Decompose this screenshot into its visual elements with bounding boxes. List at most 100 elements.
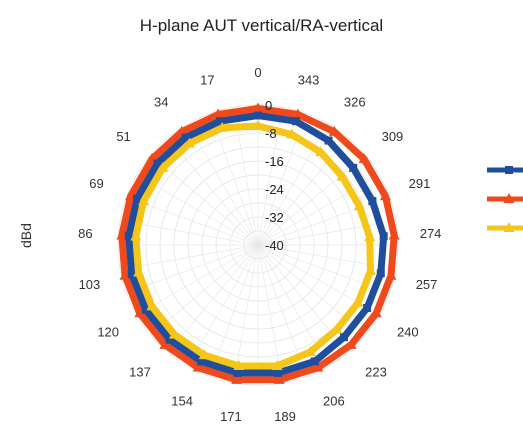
data-point-2 — [138, 195, 150, 206]
data-point-1 — [119, 269, 131, 280]
data-point-2 — [133, 266, 145, 277]
radial-tick-label: -40 — [265, 238, 284, 253]
angle-tick-label: 51 — [116, 129, 130, 144]
data-point-2 — [365, 264, 377, 275]
data-point-2 — [352, 296, 364, 307]
angle-tick-label: 103 — [79, 277, 101, 292]
data-point-2 — [331, 323, 343, 334]
radial-tick-label: -32 — [265, 210, 284, 225]
grid-spoke — [136, 174, 259, 246]
angle-tick-label: 171 — [220, 409, 242, 424]
radial-tick-label: -16 — [265, 154, 284, 169]
data-point-1 — [212, 108, 224, 119]
grid-spoke — [209, 113, 259, 246]
grid-spoke — [120, 220, 259, 246]
data-point-0 — [363, 304, 372, 312]
legend-marker-2 — [503, 222, 515, 232]
data-point-1 — [273, 373, 285, 384]
grid-spoke — [120, 244, 259, 270]
angle-tick-label: 17 — [200, 73, 214, 88]
data-point-2 — [130, 230, 142, 241]
data-point-2 — [216, 121, 228, 132]
data-point-2 — [157, 161, 169, 172]
data-point-2 — [271, 359, 283, 370]
data-point-1 — [176, 125, 188, 136]
grid-spoke — [257, 220, 396, 246]
angle-tick-label: 240 — [397, 325, 419, 340]
data-point-1 — [345, 338, 357, 349]
data-point-0 — [233, 368, 242, 377]
angle-tick-label: 0 — [254, 65, 261, 80]
data-point-0 — [291, 117, 300, 126]
grid-spoke — [126, 244, 259, 294]
data-point-0 — [379, 232, 388, 241]
angle-tick-label: 206 — [323, 393, 345, 408]
data-point-1 — [385, 269, 397, 280]
data-point-1 — [328, 125, 340, 136]
data-point-1 — [134, 307, 146, 318]
data-point-1 — [116, 229, 128, 240]
data-point-0 — [310, 357, 319, 366]
data-point-0 — [141, 305, 150, 314]
angle-tick-label: 189 — [274, 409, 296, 424]
data-point-2 — [353, 200, 365, 211]
angle-tick-label: 86 — [78, 226, 92, 241]
angle-tick-label: 274 — [420, 226, 442, 241]
angle-tick-label: 257 — [416, 277, 438, 292]
grid-spoke — [167, 137, 259, 246]
angle-tick-label: 120 — [97, 325, 119, 340]
grid-spoke — [150, 244, 259, 336]
grid-spoke — [233, 244, 259, 383]
series-line-1 — [118, 105, 398, 384]
series-line-0 — [125, 112, 388, 377]
radial-tick-label: -24 — [265, 182, 284, 197]
angle-tick-label: 154 — [171, 393, 193, 408]
data-point-0 — [349, 163, 358, 172]
grid-spoke — [167, 244, 259, 353]
data-point-0 — [153, 159, 162, 168]
angle-tick-label: 69 — [89, 176, 103, 191]
grid-spoke — [209, 244, 259, 377]
legend-marker-1 — [503, 193, 515, 203]
angle-labels: 0 17 34 51 69 86 103 120 137 154 171 189 206 223 240 25… — [78, 65, 441, 424]
grid-spoke — [257, 174, 380, 246]
data-point-2 — [315, 146, 327, 157]
radial-labels: 0 -8 -16 -24 -32 -40 — [265, 98, 284, 253]
angle-tick-label: 343 — [298, 73, 320, 88]
grid-spoke — [257, 123, 329, 246]
data-point-1 — [292, 108, 304, 119]
data-point-0 — [165, 335, 174, 344]
data-point-0 — [181, 133, 190, 142]
data-point-1 — [192, 361, 204, 372]
series-line-2 — [132, 122, 374, 370]
data-point-2 — [252, 120, 264, 130]
data-point-0 — [197, 357, 206, 366]
data-point-1 — [252, 102, 264, 113]
data-point-0 — [124, 231, 133, 240]
radial-tick-label: -8 — [265, 126, 277, 141]
grid-spoke — [150, 154, 259, 246]
data-point-1 — [159, 338, 171, 349]
data-point-0 — [216, 117, 225, 126]
data-point-2 — [183, 137, 195, 148]
grid-spoke — [257, 137, 349, 246]
data-point-1 — [388, 229, 400, 240]
grid-spoke — [257, 244, 283, 383]
data-point-1 — [312, 361, 324, 372]
data-point-2 — [168, 328, 180, 339]
grid-spoke — [136, 244, 259, 316]
data-point-1 — [379, 190, 391, 201]
radial-tick-label: 0 — [265, 98, 272, 113]
grid-spoke — [187, 244, 259, 367]
grid-spoke — [257, 154, 366, 246]
legend-marker-0 — [505, 166, 513, 174]
grid-spoke — [187, 123, 259, 246]
data-point-0 — [274, 368, 283, 377]
chart-title: H-plane AUT vertical/RA-vertical — [139, 16, 384, 35]
angle-tick-label: 326 — [344, 95, 366, 110]
grid-spoke — [257, 196, 390, 246]
data-point-1 — [231, 373, 243, 384]
data-point-0 — [254, 111, 262, 120]
series-layer — [116, 102, 400, 384]
data-point-2 — [146, 300, 158, 311]
